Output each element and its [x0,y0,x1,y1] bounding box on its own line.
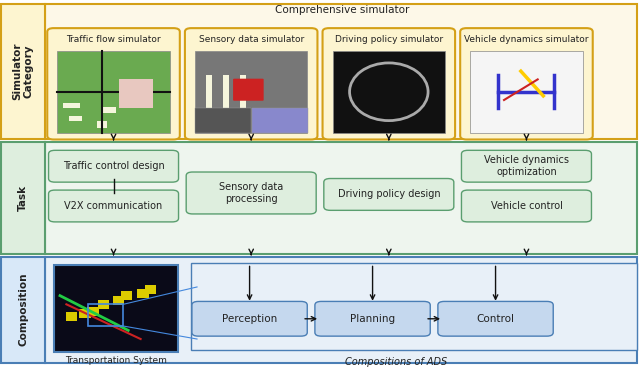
FancyBboxPatch shape [233,79,264,101]
Text: Vehicle control: Vehicle control [490,201,563,211]
FancyBboxPatch shape [63,103,80,108]
FancyBboxPatch shape [138,289,148,298]
FancyBboxPatch shape [186,172,316,214]
FancyBboxPatch shape [252,108,308,133]
FancyBboxPatch shape [191,263,637,350]
FancyBboxPatch shape [333,51,445,133]
Text: Transportation System: Transportation System [65,356,166,366]
Text: Simulator
Category: Simulator Category [12,43,34,100]
Text: Driving policy design: Driving policy design [337,189,440,199]
FancyBboxPatch shape [45,4,637,139]
Text: Planning: Planning [350,314,395,324]
FancyBboxPatch shape [195,108,250,133]
FancyBboxPatch shape [240,75,246,108]
FancyBboxPatch shape [54,265,178,352]
Text: Vehicle dynamics simulator: Vehicle dynamics simulator [464,35,589,44]
FancyBboxPatch shape [1,4,45,139]
FancyBboxPatch shape [98,300,109,309]
Text: Composition: Composition [18,273,28,346]
Text: Task: Task [18,185,28,211]
FancyBboxPatch shape [461,150,591,182]
Text: Sensory data
processing: Sensory data processing [219,182,284,204]
Text: Perception: Perception [222,314,277,324]
FancyBboxPatch shape [192,302,307,336]
FancyBboxPatch shape [58,51,170,133]
FancyBboxPatch shape [45,257,637,363]
Text: Driving policy simulator: Driving policy simulator [335,35,443,44]
Text: Comprehensive simulator: Comprehensive simulator [275,5,410,15]
Text: Sensory data simulator: Sensory data simulator [198,35,304,44]
FancyBboxPatch shape [460,28,593,139]
Text: Vehicle dynamics
optimization: Vehicle dynamics optimization [484,155,569,177]
FancyBboxPatch shape [185,28,317,139]
FancyBboxPatch shape [206,75,212,108]
FancyBboxPatch shape [121,291,132,300]
FancyBboxPatch shape [45,142,637,255]
FancyBboxPatch shape [145,285,156,294]
FancyBboxPatch shape [1,257,45,363]
FancyBboxPatch shape [324,178,454,210]
FancyBboxPatch shape [87,307,99,316]
FancyBboxPatch shape [1,142,45,255]
Text: Traffic flow simulator: Traffic flow simulator [66,35,161,44]
FancyBboxPatch shape [102,107,116,113]
FancyBboxPatch shape [47,28,180,139]
FancyBboxPatch shape [65,312,77,322]
FancyBboxPatch shape [470,51,582,133]
FancyBboxPatch shape [461,190,591,222]
FancyBboxPatch shape [49,150,179,182]
Text: V2X communication: V2X communication [65,201,163,211]
FancyBboxPatch shape [315,302,430,336]
Text: Control: Control [477,314,515,324]
FancyBboxPatch shape [323,28,455,139]
FancyBboxPatch shape [49,190,179,222]
FancyBboxPatch shape [119,80,153,108]
FancyBboxPatch shape [223,75,228,108]
Text: Compositions of ADS: Compositions of ADS [346,357,447,367]
FancyBboxPatch shape [68,116,82,121]
FancyBboxPatch shape [97,121,107,128]
FancyBboxPatch shape [195,51,307,133]
FancyBboxPatch shape [79,309,91,319]
FancyBboxPatch shape [113,296,124,305]
FancyBboxPatch shape [438,302,553,336]
Text: Traffic control design: Traffic control design [63,161,164,171]
